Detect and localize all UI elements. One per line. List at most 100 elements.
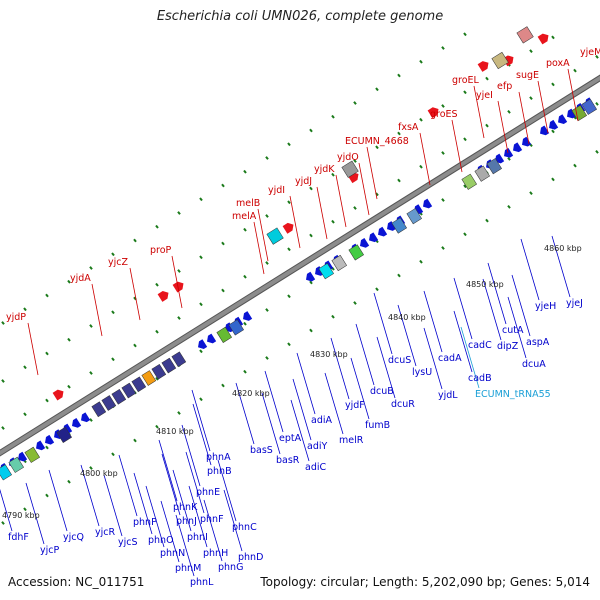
tick-mark — [551, 82, 555, 87]
tick-mark — [89, 466, 93, 470]
gene-label: proP — [150, 245, 172, 256]
tick-mark — [1, 321, 5, 325]
reverse-gene-arrow — [72, 417, 82, 428]
leader-line — [48, 469, 68, 532]
gene-label: basR — [276, 455, 300, 466]
map-title: Escherichia coli UMN026, complete genome — [156, 9, 444, 24]
leader-line — [235, 382, 255, 445]
reverse-gene-arrow — [36, 440, 46, 451]
tick-mark — [221, 288, 225, 293]
leader-line — [473, 85, 485, 139]
gene-block — [91, 401, 107, 418]
scale-label: 4840 kbp — [388, 313, 426, 322]
leader-line — [324, 372, 344, 435]
gene-label: yjeI — [476, 90, 493, 101]
gene-label: basS — [250, 445, 273, 456]
leader-line — [482, 278, 502, 341]
leader-line — [191, 389, 211, 452]
gene-label: yjcQ — [63, 532, 84, 543]
tick-mark — [23, 412, 27, 417]
tick-mark — [45, 398, 49, 403]
tick-mark — [397, 73, 401, 78]
gene-label: phnN — [160, 548, 185, 559]
gene-label: poxA — [546, 58, 570, 69]
tick-mark — [309, 280, 313, 285]
tick-mark — [375, 145, 379, 150]
tick-mark — [573, 163, 577, 168]
gene-label: yjdK — [314, 164, 335, 175]
gene-label: yjdP — [6, 312, 26, 323]
gene-block — [461, 173, 478, 190]
gene-block — [56, 426, 73, 443]
gene-block — [486, 158, 503, 175]
tick-mark — [23, 365, 27, 370]
tick-mark — [309, 233, 313, 238]
leader-line — [160, 500, 180, 563]
tick-mark — [133, 343, 137, 348]
gene-label: fdhF — [8, 532, 29, 543]
reverse-gene-arrow — [81, 412, 91, 423]
tick-mark — [463, 32, 467, 37]
tick-mark — [463, 232, 467, 237]
scale-label: 4830 kbp — [310, 350, 348, 359]
tick-mark — [331, 314, 335, 319]
gene-label: groEL — [452, 75, 480, 86]
gene-block — [318, 263, 335, 280]
tick-mark — [331, 219, 335, 224]
tick-mark — [177, 269, 181, 273]
tick-mark — [309, 328, 313, 333]
gene-label: sugE — [516, 70, 539, 81]
gene-label: aspA — [526, 337, 550, 348]
gene-label: ECUMN_tRNA55 — [475, 389, 551, 400]
tick-mark — [463, 184, 467, 189]
tick-mark — [221, 183, 225, 188]
tick-mark — [67, 337, 71, 342]
leader-line — [91, 283, 103, 337]
gene-block — [121, 382, 137, 399]
tick-mark — [89, 418, 93, 422]
tick-mark — [463, 90, 467, 95]
tick-mark — [529, 96, 533, 100]
scale-label: 4820 kbp — [232, 389, 270, 398]
gene-block — [141, 370, 157, 386]
gene-label: phnD — [238, 552, 263, 563]
forward-gene-arrow — [537, 33, 549, 45]
forward-gene-arrow — [427, 107, 439, 119]
tick-mark — [419, 59, 423, 64]
leader-line — [223, 489, 243, 552]
gene-label: phnA — [206, 452, 231, 463]
gene-label: yjcS — [118, 537, 138, 548]
leader-line — [264, 370, 284, 433]
reverse-gene-arrow — [198, 339, 208, 349]
reverse-gene-arrow — [423, 198, 433, 209]
gene-label: yjeM — [580, 47, 600, 58]
tick-mark — [177, 411, 181, 415]
reverse-gene-arrow — [369, 232, 379, 243]
tick-mark — [133, 238, 137, 243]
gene-block — [391, 217, 408, 234]
leader-line — [487, 262, 507, 325]
tick-mark — [507, 109, 511, 114]
leader-line — [451, 119, 463, 173]
reverse-gene-arrow — [387, 221, 397, 231]
leader-line — [376, 336, 396, 399]
tick-mark — [485, 123, 489, 128]
leader-line — [520, 238, 540, 301]
gene-label: dcuS — [388, 355, 411, 366]
tick-mark — [441, 246, 445, 250]
scale-label: 4810 kbp — [156, 427, 194, 436]
tick-mark — [551, 129, 555, 134]
tick-mark — [155, 329, 159, 334]
tick-mark — [287, 200, 291, 205]
scale-ticks — [1, 32, 599, 525]
tick-mark — [375, 87, 379, 92]
tick-mark — [287, 142, 291, 147]
tick-mark — [331, 114, 335, 119]
leader-line — [133, 472, 153, 535]
gene-block — [516, 26, 534, 44]
gene-block — [406, 208, 423, 225]
tick-mark — [199, 397, 203, 402]
tick-mark — [485, 218, 489, 223]
gene-label: cutA — [502, 325, 524, 336]
gene-label: efp — [497, 81, 512, 92]
